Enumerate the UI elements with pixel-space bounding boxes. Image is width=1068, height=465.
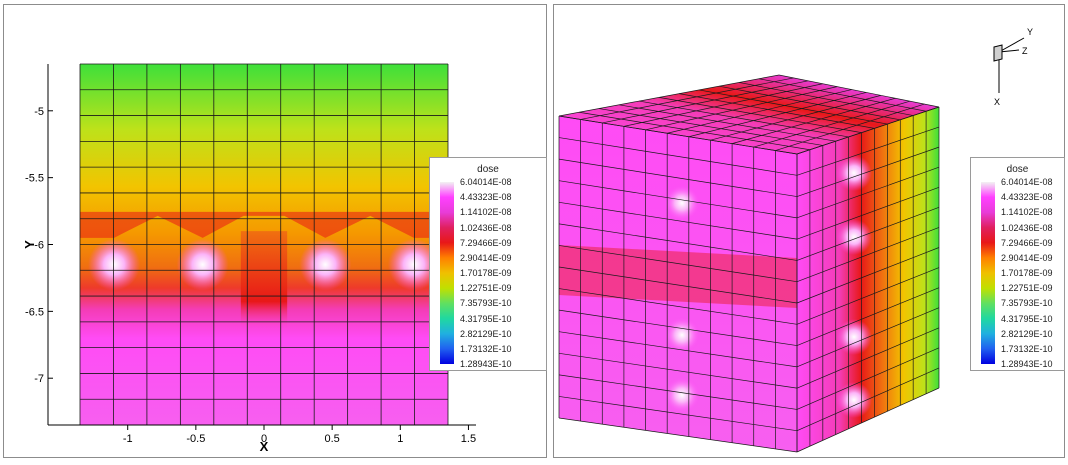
legend-level-label: 1.22751E-09 [1001,283,1053,294]
left-hotspot [387,238,440,291]
legend-level-label: 1.14102E-08 [460,207,512,218]
right-cube-plot: YZ X [558,27,1033,453]
legend-level-label: 7.35793E-10 [460,298,512,309]
left-hotspot [176,238,229,291]
cube-top-grid [558,74,940,155]
left-y-tick-label: -6 [34,240,44,252]
legend-level-label: 1.70178E-09 [1001,268,1053,278]
legend-level-label: 1.28943E-10 [460,359,512,369]
right-legend: dose 6.04014E-08 4.43323E-08 1.14102E-08 1.… [970,157,1065,371]
legend-level-label: 1.73132E-10 [460,343,512,354]
left-legend: dose 6.04014E-08 4.43323E-08 1.14102E-08 1.… [429,157,547,371]
left-axes [47,64,476,430]
cube-top-face [559,75,939,154]
legend-level-label: 1.02436E-08 [460,222,512,233]
cube-hotspot [664,377,700,413]
cube-hotspot [836,155,872,191]
left-x-tick-label: 0.5 [324,433,339,445]
triad-box [993,44,1003,62]
triad-label-x: X [994,97,1000,107]
left-hotspot [88,238,141,291]
cube-front-face [559,116,797,452]
right-legend-colorbar [981,182,995,364]
left-grid [79,63,449,426]
legend-level-label: 1.28943E-10 [1001,359,1053,369]
legend-level-label: 2.82129E-10 [460,328,512,339]
left-y-tick-label: -5 [34,106,44,118]
cube-right-grid [796,106,940,453]
left-center-notch [240,231,288,332]
legend-level-label: 4.43323E-08 [1001,192,1053,203]
legend-level-label: 2.82129E-10 [1001,328,1053,339]
left-y-axis-label: Y [22,240,37,249]
axis-triad [993,37,1025,93]
legend-level-label: 4.31795E-10 [460,313,512,324]
cube-hotspot [664,185,700,221]
left-x-tick-label: 1.5 [461,433,476,445]
left-hotspot [299,238,352,291]
cube-hotspot [836,382,872,418]
left-contour-plot: -1 -0.5 0 0.5 1 1.5 -5 -5.5 -6 -6.5 -7 X Y [22,63,476,454]
left-x-tick-label: 0 [261,433,267,445]
legend-level-label: 1.22751E-09 [460,283,512,294]
legend-level-label: 7.29466E-09 [460,237,512,248]
left-y-tick-label: -5.5 [25,173,44,185]
left-x-axis-label: X [260,439,269,454]
left-x-tick-label: 1 [397,433,403,445]
right-legend-title: dose [1006,164,1029,175]
legend-level-label: 1.73132E-10 [1001,343,1053,354]
triad-label-y: Y [1027,27,1033,37]
cube-right-face [797,107,939,452]
triad-y-axis [998,37,1025,53]
cube-hotspot [664,317,700,353]
legend-level-label: 2.90414E-09 [1001,252,1053,263]
legend-level-label: 4.31795E-10 [1001,313,1053,324]
left-legend-colorbar [440,182,454,364]
left-x-tick-label: -0.5 [186,433,205,445]
left-x-tick-label: -1 [123,433,133,445]
legend-level-label: 7.29466E-09 [1001,237,1053,248]
legend-level-label: 6.04014E-08 [1001,177,1053,187]
cube-hotspot [836,219,872,255]
legend-level-label: 2.90414E-09 [460,252,512,263]
cube-hotspot [836,319,872,355]
legend-level-label: 1.02436E-08 [1001,222,1053,233]
legend-level-label: 7.35793E-10 [1001,298,1053,309]
triad-label-z: Z [1022,46,1028,56]
legend-level-label: 1.70178E-09 [460,268,512,278]
legend-level-label: 4.43323E-08 [460,192,512,203]
cube-front-red-band [559,245,797,308]
left-plot-panel: -1 -0.5 0 0.5 1 1.5 -5 -5.5 -6 -6.5 -7 X Y dose 6.04… [3,4,547,458]
left-legend-title: dose [477,164,499,175]
legend-level-label: 6.04014E-08 [460,177,512,187]
left-y-tick-label: -7 [34,373,44,385]
legend-level-label: 1.14102E-08 [1001,207,1053,218]
left-y-tick-label: -6.5 [25,306,44,318]
